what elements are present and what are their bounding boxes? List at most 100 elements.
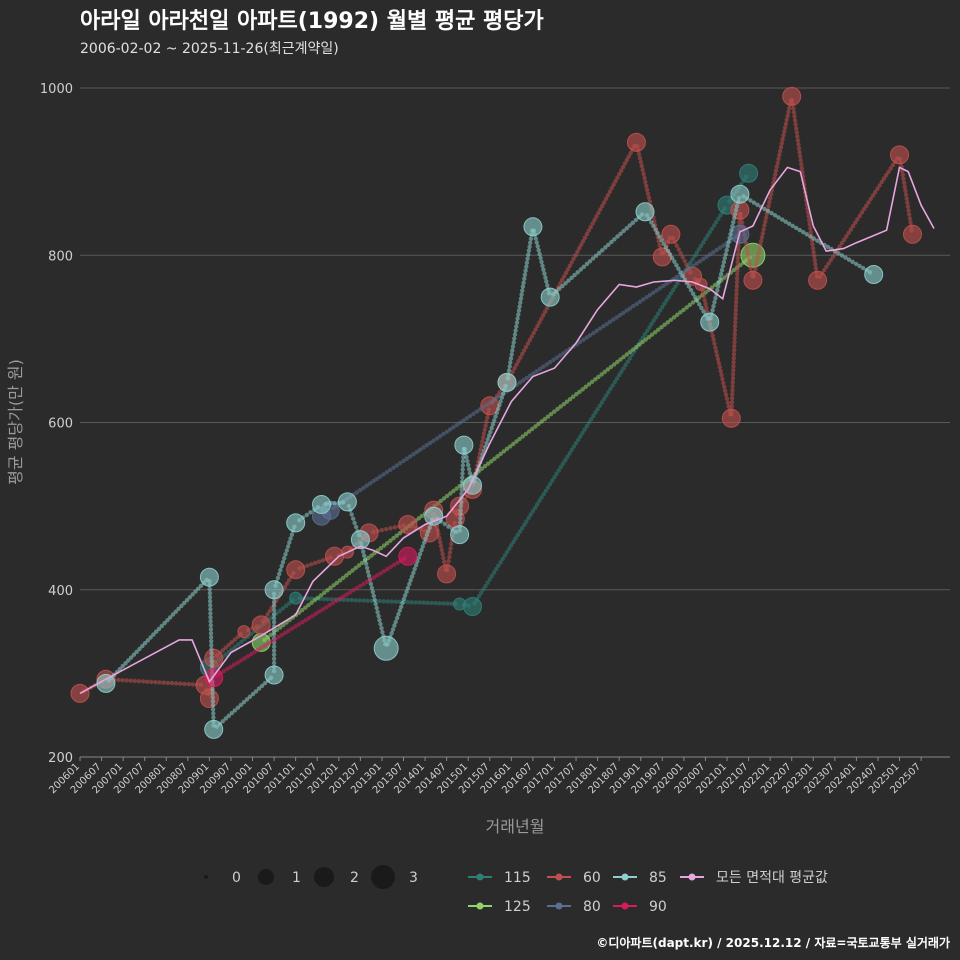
trail-dot <box>325 588 330 593</box>
trail-dot <box>488 429 493 435</box>
trail-dot <box>499 395 505 400</box>
series-line <box>79 166 935 695</box>
trail-dot <box>619 168 624 173</box>
trail-dot <box>767 199 772 205</box>
trail-dot <box>715 357 721 362</box>
trail-dot <box>720 264 726 269</box>
trail-dot <box>779 141 784 146</box>
trail-dot <box>828 257 834 263</box>
trail-dot <box>618 357 623 362</box>
legend-swatch-marker <box>621 873 629 881</box>
trail-dot <box>578 434 583 439</box>
trail-dot <box>631 303 636 309</box>
trail-dot <box>536 248 541 253</box>
trail-dot <box>784 117 789 123</box>
trail-dot <box>703 302 708 307</box>
trail-dot <box>734 276 740 281</box>
trail-dot <box>560 277 565 283</box>
trail-dot <box>128 655 134 660</box>
trail-dot <box>748 265 753 271</box>
trail-dot <box>271 607 277 613</box>
trail-dot <box>491 570 497 575</box>
trail-dot <box>207 587 212 592</box>
trail-dot <box>717 276 723 281</box>
trail-dot <box>680 273 685 279</box>
trail-dot <box>772 176 777 181</box>
trail-dot <box>731 360 736 365</box>
trail-dot <box>308 510 313 515</box>
trail-dot <box>271 611 277 617</box>
data-point <box>264 665 284 685</box>
trail-dot <box>665 320 670 325</box>
trail-dot <box>906 208 911 213</box>
trail-dot <box>304 512 309 518</box>
trail-dot <box>281 622 286 628</box>
trail-dot <box>419 513 425 519</box>
trail-dot <box>401 597 407 602</box>
trail-dot <box>220 719 225 724</box>
trail-dot <box>120 664 125 669</box>
trail-dot <box>542 309 548 314</box>
trail-dot <box>886 169 891 175</box>
trail-dot <box>731 348 737 353</box>
trail-dot <box>509 352 514 357</box>
trail-dot <box>580 387 585 392</box>
trail-dot <box>378 545 384 551</box>
trail-dot <box>318 593 324 598</box>
trail-dot <box>390 627 396 632</box>
trail-dot <box>716 284 721 289</box>
trail-dot <box>614 315 619 320</box>
trail-dot <box>361 598 366 603</box>
trail-dot <box>420 544 425 549</box>
trail-dot <box>397 461 403 466</box>
trail-dot <box>268 632 273 638</box>
trail-dot <box>877 183 882 188</box>
trail-dot <box>730 392 735 397</box>
trail-dot <box>137 646 142 652</box>
trail-dot <box>729 396 735 401</box>
trail-dot <box>560 283 565 289</box>
trail-dot <box>596 210 601 216</box>
trail-dot <box>751 200 757 205</box>
legend: 0 1 2 3 115 125 60 80 85 90 모든 면적대 평균값 <box>204 865 828 915</box>
data-point <box>661 224 681 244</box>
trail-dot <box>875 186 880 191</box>
trail-dot <box>633 217 639 223</box>
trail-dot <box>520 288 525 293</box>
trail-dot <box>509 543 514 548</box>
trail-dot <box>777 149 783 154</box>
trail-dot <box>476 594 482 599</box>
trail-dot <box>758 239 764 244</box>
trail-dot <box>506 368 512 373</box>
trail-dot <box>351 588 356 593</box>
trail-dot <box>600 203 605 209</box>
trail-dot <box>502 553 508 558</box>
trail-dot <box>718 272 724 277</box>
trail-dot <box>618 231 623 236</box>
trail-dot <box>575 249 580 254</box>
trail-dot <box>758 242 763 248</box>
trail-dot <box>718 368 723 374</box>
trail-dot <box>458 512 463 517</box>
trail-dot <box>397 531 403 536</box>
legend-label: 85 <box>649 870 667 886</box>
trail-dot <box>459 491 464 497</box>
trail-dot <box>607 189 612 194</box>
size-legend-label: 2 <box>350 870 359 886</box>
trail-dot <box>271 616 277 621</box>
trail-dot <box>582 427 587 432</box>
trail-dot <box>587 333 593 338</box>
data-point <box>286 560 306 580</box>
trail-dot <box>661 283 666 289</box>
trail-dot <box>773 172 778 177</box>
trail-dot <box>839 240 845 246</box>
trail-dot <box>362 553 367 558</box>
legend-item-모든 면적대 평균값: 모든 면적대 평균값 <box>680 870 828 886</box>
trail-dot <box>165 680 171 686</box>
trail-dot <box>904 196 909 201</box>
trail-dot <box>369 585 375 591</box>
trail-dot <box>265 612 270 617</box>
trail-dot <box>746 257 752 262</box>
trail-dot <box>674 274 679 280</box>
data-point <box>312 495 331 514</box>
